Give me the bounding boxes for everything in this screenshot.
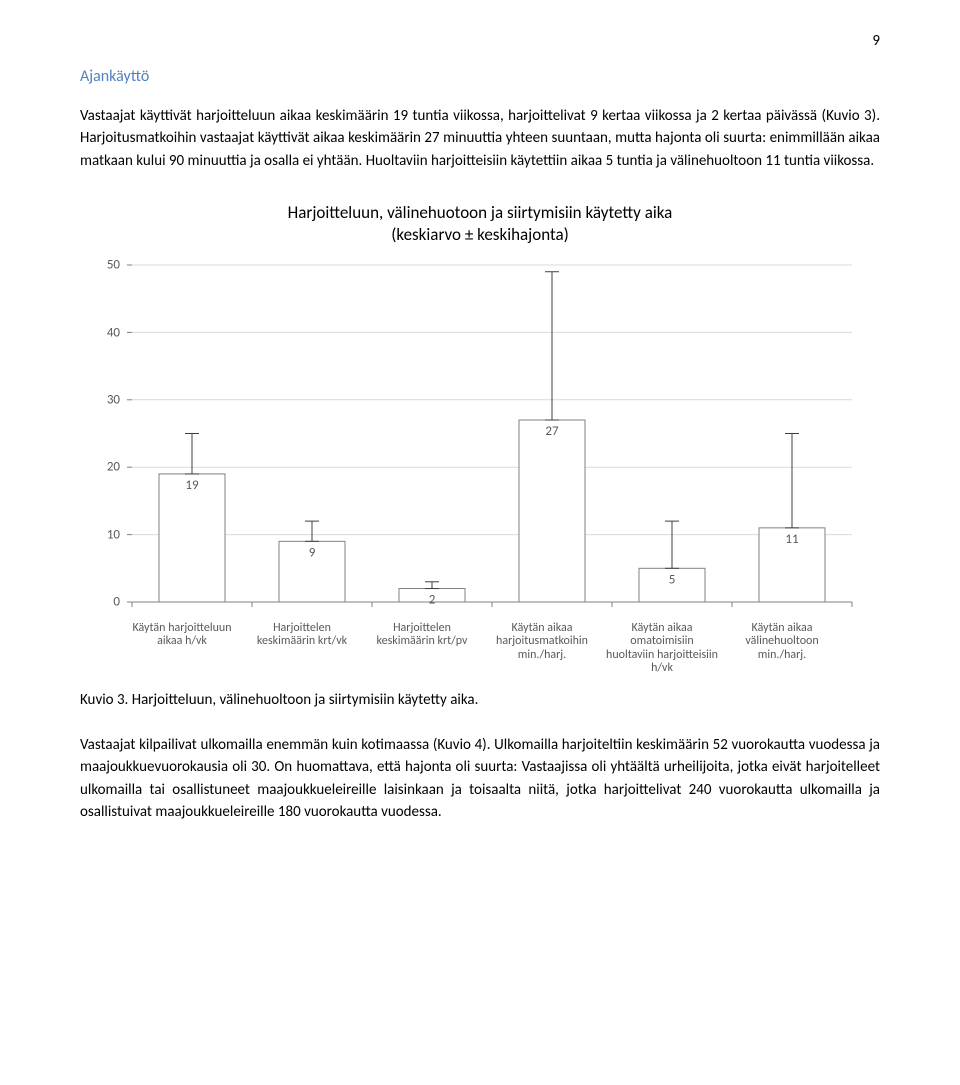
x-axis-labels: Käytän harjoitteluun aikaa h/vkHarjoitte… [122,620,842,675]
chart-title: Harjoitteluun, välinehuotoon ja siirtymi… [80,202,880,246]
chart-title-line2: (keskiarvo ± keskihajonta) [391,224,569,245]
svg-text:19: 19 [185,478,199,493]
chart-block: Harjoitteluun, välinehuotoon ja siirtymi… [80,202,880,675]
x-tick-label: Harjoittelen keskimäärin krt/pv [362,620,482,675]
y-tick-label: 0 [90,592,120,612]
section-heading: Ajankäyttö [80,65,880,89]
y-tick-label: 20 [90,458,120,478]
chart-caption: Kuvio 3. Harjoitteluun, välinehuoltoon j… [80,689,880,712]
paragraph-1: Vastaajat käyttivät harjoitteluun aikaa … [80,105,880,173]
y-tick-label: 50 [90,255,120,275]
page-number: 9 [80,30,880,53]
y-tick-label: 30 [90,390,120,410]
chart-title-line1: Harjoitteluun, välinehuotoon ja siirtymi… [288,202,673,223]
x-tick-label: Käytän harjoitteluun aikaa h/vk [122,620,242,675]
svg-text:27: 27 [545,424,559,439]
chart-area: 199227511 01020304050 [90,260,870,620]
svg-text:11: 11 [785,532,798,547]
svg-text:2: 2 [429,593,436,608]
svg-text:9: 9 [309,546,316,561]
y-tick-label: 10 [90,525,120,545]
x-tick-label: Harjoittelen keskimäärin krt/vk [242,620,362,675]
x-tick-label: Käytän aikaa omatoimisiin huoltaviin har… [602,620,722,675]
y-tick-label: 40 [90,323,120,343]
bar-chart-svg: 19 9 2 27 5 11 [90,260,870,620]
x-tick-label: Käytän aikaa harjoitusmatkoihin min./har… [482,620,602,675]
svg-text:5: 5 [669,572,676,587]
x-tick-label: Käytän aikaa välinehuoltoon min./harj. [722,620,842,675]
paragraph-2: Vastaajat kilpailivat ulkomailla enemmän… [80,734,880,824]
